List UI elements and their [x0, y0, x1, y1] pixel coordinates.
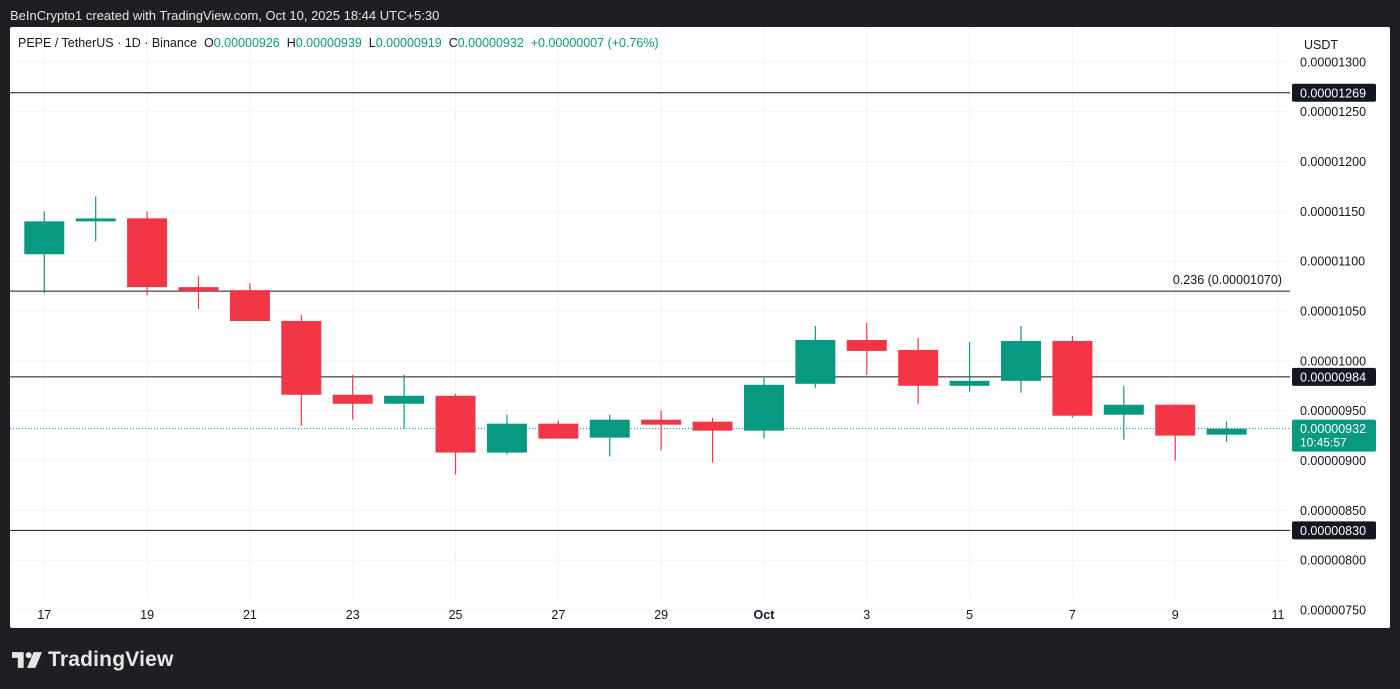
candle-body-up — [589, 419, 630, 438]
level-price-label: 0.00001269 — [1300, 86, 1366, 100]
candle-body-up — [1206, 428, 1247, 435]
candle-body-up — [743, 384, 784, 431]
candle-body-down — [692, 421, 733, 431]
candle-body-down — [641, 419, 682, 425]
candle-body-down — [229, 290, 270, 322]
x-tick-label: 25 — [449, 608, 463, 622]
x-tick-label: 11 — [1272, 608, 1285, 622]
open-label: O — [203, 36, 214, 50]
close-value: 0.00000932 — [457, 36, 524, 50]
tradingview-logo-icon — [12, 652, 42, 668]
candle-body-down — [1052, 340, 1093, 416]
low-value: 0.00000919 — [375, 36, 442, 50]
y-tick-label: 0.00001100 — [1300, 255, 1365, 269]
y-tick-label: 0.00000900 — [1300, 454, 1366, 468]
x-tick-label: 19 — [140, 608, 154, 622]
level-price-tag — [1292, 521, 1376, 540]
candle-body-up — [24, 221, 65, 255]
x-tick-label: 27 — [551, 608, 565, 622]
candle-body-down — [332, 394, 373, 404]
level-price-tag — [1292, 367, 1376, 386]
candle-body-up — [1103, 404, 1144, 415]
y-tick-label: 0.00000750 — [1300, 604, 1366, 618]
candle-body-down — [435, 395, 476, 453]
y-tick-label: 0.00001300 — [1300, 55, 1366, 69]
chart-panel[interactable]: 0.00001300 0.00001250 0.00001200 0.00001150… — [10, 27, 1390, 628]
currency-selector[interactable]: USDT — [1296, 33, 1380, 57]
x-tick-label: 23 — [346, 608, 360, 622]
y-tick-label: 0.00001050 — [1300, 305, 1366, 319]
open-value: 0.00000926 — [213, 36, 280, 50]
candle-body-down — [127, 218, 168, 288]
candle-body-down — [1155, 404, 1196, 436]
candle-body-down — [178, 287, 219, 292]
candle-body-down — [538, 423, 579, 439]
candle-body-down — [898, 349, 939, 386]
last-price-label: 0.00000932 — [1300, 422, 1366, 436]
y-tick-label: 0.00001150 — [1300, 205, 1365, 219]
y-tick-label: 0.00001000 — [1300, 354, 1366, 368]
y-tick-label: 0.00001250 — [1300, 105, 1366, 119]
candle-body-up — [949, 380, 990, 386]
y-tick-label: 0.00000950 — [1300, 404, 1366, 418]
candle-body-up — [75, 218, 116, 222]
level-price-label: 0.00000984 — [1300, 370, 1366, 384]
close-label: C — [448, 36, 458, 50]
x-tick-label: 5 — [966, 608, 973, 622]
candlestick-chart[interactable]: 0.00001300 0.00001250 0.00001200 0.00001150… — [10, 27, 1390, 628]
candle-countdown: 10:45:57 — [1300, 436, 1347, 450]
candle-body-up — [384, 395, 425, 404]
candle-body-up — [486, 423, 527, 453]
x-tick-label: 7 — [1069, 608, 1076, 622]
y-tick-label: 0.00000800 — [1300, 554, 1366, 568]
high-value: 0.00000939 — [295, 36, 362, 50]
x-tick-label: 9 — [1172, 608, 1179, 622]
last-price-tag — [1292, 419, 1376, 452]
y-tick-label: 0.00001200 — [1300, 155, 1366, 169]
footer-brand: TradingView — [12, 646, 174, 674]
candle-body-up — [1000, 340, 1041, 381]
y-tick-label: 0.00000850 — [1300, 504, 1366, 518]
x-tick-label: 21 — [243, 608, 257, 622]
high-label: H — [286, 36, 296, 50]
low-label: L — [368, 36, 376, 50]
x-tick-label: 29 — [654, 608, 668, 622]
x-tick-label: 17 — [37, 608, 51, 622]
candle-body-up — [795, 339, 836, 384]
candle-body-down — [281, 321, 322, 395]
candle-body-down — [846, 339, 887, 351]
symbol-name: PEPE / TetherUS · 1D · Binance — [18, 36, 198, 50]
symbol-legend: PEPE / TetherUS · 1D · Binance O0.000009… — [18, 36, 659, 50]
tradingview-wordmark: TradingView — [48, 648, 174, 671]
fib-level-label: 0.236 (0.00001070) — [1173, 273, 1282, 287]
x-tick-label: 3 — [863, 608, 870, 622]
chart-attribution: BeInCrypto1 created with TradingView.com… — [10, 8, 440, 23]
x-tick-label: Oct — [754, 608, 776, 622]
level-price-label: 0.00000830 — [1300, 524, 1366, 538]
price-change: +0.00000007 (+0.76%) — [530, 36, 659, 50]
level-price-tag — [1292, 83, 1376, 102]
